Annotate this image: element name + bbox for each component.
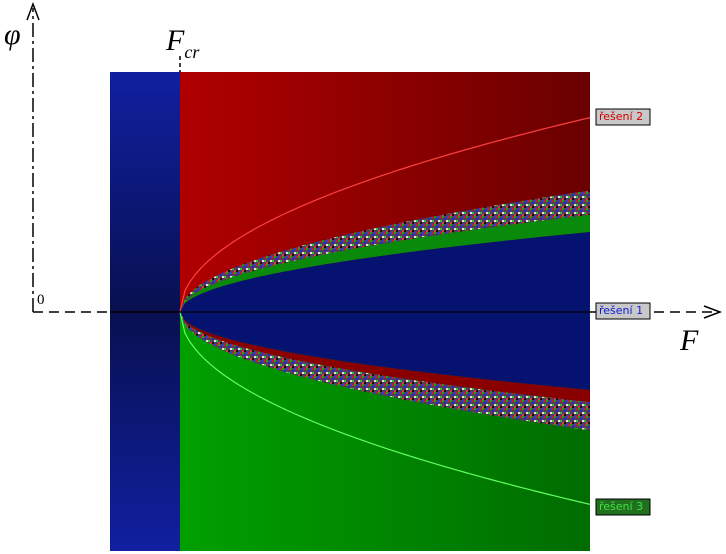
chaotic-band xyxy=(180,312,590,431)
label-box xyxy=(595,498,651,516)
label-box xyxy=(595,108,651,126)
solution-curve xyxy=(179,117,591,313)
solution-label: řešení 3 xyxy=(599,500,643,513)
y-arrow xyxy=(26,1,40,21)
x-label: F xyxy=(679,324,699,357)
fcr-label: Fcr xyxy=(165,24,200,62)
central-region xyxy=(180,232,590,312)
label-box xyxy=(595,302,651,320)
chaotic-band xyxy=(180,190,590,312)
x-arrow xyxy=(703,305,723,319)
solution-labels: řešení 2 řešení 1 řešení 3 xyxy=(595,108,651,516)
y-label: φ xyxy=(4,18,21,51)
solution-label: řešení 2 xyxy=(599,110,643,123)
basin-plot xyxy=(110,72,591,551)
origin-label: 0 xyxy=(37,292,45,308)
solution-label: řešení 1 xyxy=(599,304,643,317)
central-region xyxy=(180,312,590,390)
green-band xyxy=(180,214,590,312)
solution-curve xyxy=(179,311,591,505)
red-band xyxy=(180,312,590,403)
